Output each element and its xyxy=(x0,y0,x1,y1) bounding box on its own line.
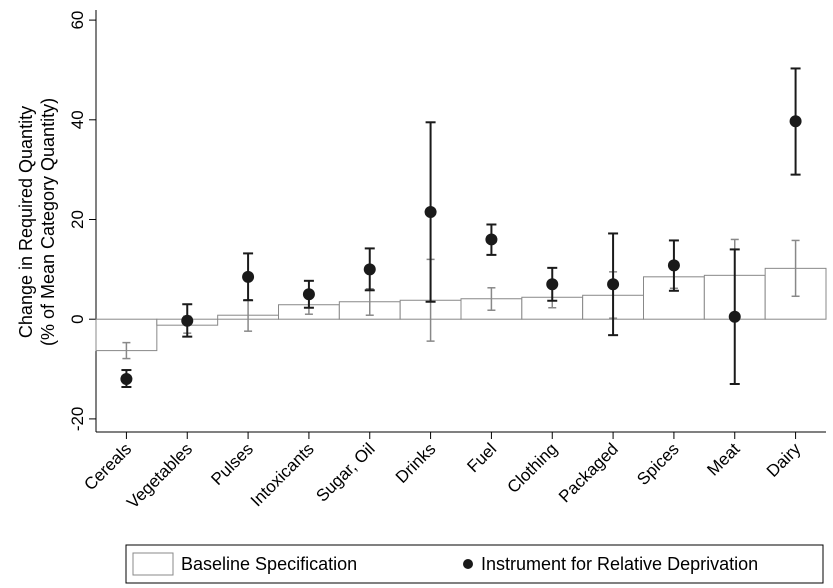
x-tick-label: Intoxicants xyxy=(247,439,318,510)
x-tick-label: Packaged xyxy=(555,439,622,506)
instrument-point xyxy=(728,310,741,323)
legend-label-baseline: Baseline Specification xyxy=(181,554,357,574)
legend-swatch-instrument xyxy=(463,559,473,569)
baseline-bars xyxy=(95,238,827,360)
y-tick-label: 0 xyxy=(68,314,87,323)
instrument-point xyxy=(789,115,802,128)
x-tick-label: Cereals xyxy=(80,439,135,494)
instrument-point xyxy=(120,373,133,386)
instrument-point xyxy=(485,233,498,246)
x-tick-label: Drinks xyxy=(392,439,439,486)
instrument-point xyxy=(424,206,437,219)
axes: -20 0 20 40 60 xyxy=(68,10,826,433)
instrument-point xyxy=(546,278,559,291)
x-tick-label: Dairy xyxy=(763,439,805,481)
legend-label-instrument: Instrument for Relative Deprivation xyxy=(481,554,758,574)
instrument-point xyxy=(242,270,255,283)
y-axis-title: Change in Required Quantity (% of Mean C… xyxy=(16,98,58,346)
legend-frame xyxy=(125,544,824,584)
instrument-point xyxy=(363,263,376,276)
x-tick-label: Sugar, Oil xyxy=(312,439,378,505)
y-tick-label: 60 xyxy=(68,11,87,30)
y-axis-title-line-2: (% of Mean Category Quantity) xyxy=(38,98,58,346)
y-tick-label: 20 xyxy=(68,210,87,229)
legend-swatch-baseline xyxy=(132,552,174,576)
instrument-point xyxy=(667,259,680,272)
y-axis-title-line-1: Change in Required Quantity xyxy=(16,106,36,338)
legend: Baseline Specification Instrument for Re… xyxy=(125,544,824,584)
x-tick-label: Spices xyxy=(633,439,683,489)
instrument-point xyxy=(302,288,315,301)
instrument-points xyxy=(120,67,802,388)
instrument-point xyxy=(181,314,194,327)
y-tick-label: 40 xyxy=(68,110,87,129)
x-tick-label: Clothing xyxy=(504,439,562,497)
y-tick-label: -20 xyxy=(68,407,87,432)
x-tick-label: Fuel xyxy=(463,439,500,476)
x-tick-label: Meat xyxy=(703,439,743,479)
x-tick-label: Vegetables xyxy=(123,439,196,512)
x-tick-label: Pulses xyxy=(207,439,257,489)
instrument-point xyxy=(607,278,620,291)
